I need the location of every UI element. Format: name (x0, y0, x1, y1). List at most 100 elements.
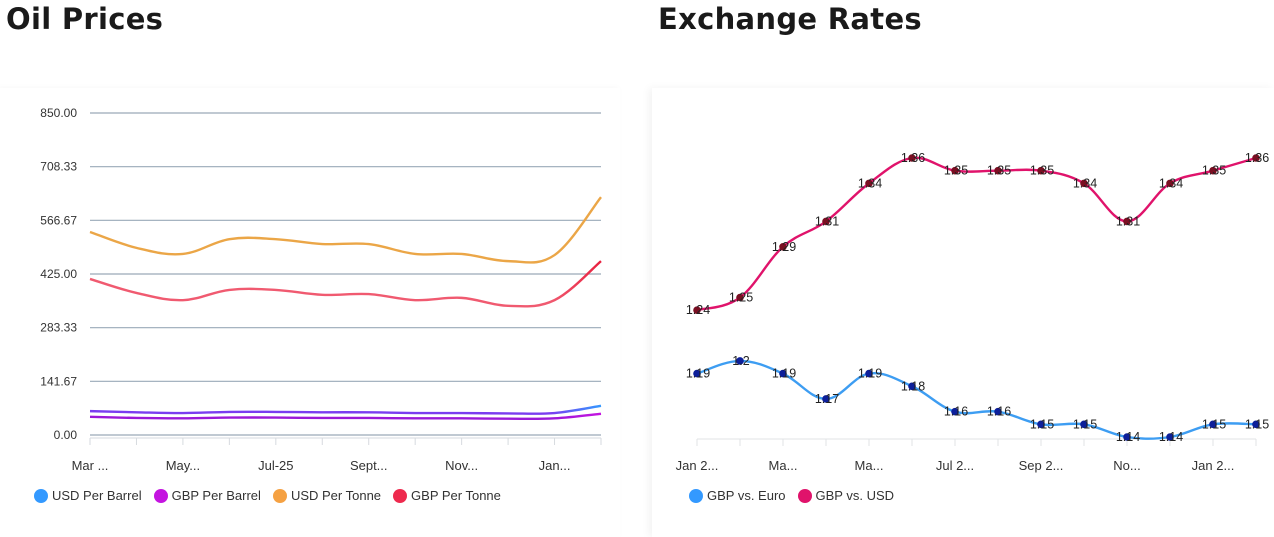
data-label: 1.35 (1030, 164, 1054, 178)
data-label: 1.31 (815, 214, 839, 228)
data-point-marker (693, 306, 701, 314)
data-point-marker (865, 369, 873, 378)
y-tick-label: 708.33 (40, 160, 77, 174)
data-label: 1.19 (858, 367, 882, 381)
data-point-marker (865, 179, 873, 188)
data-label: 1.19 (686, 367, 710, 381)
legend-dot-icon (797, 488, 812, 503)
data-point-marker (951, 166, 959, 175)
series-line-usd-per-tonne (89, 196, 602, 264)
x-tick-label: Jan... (539, 458, 571, 473)
data-label: 1.31 (1116, 214, 1140, 228)
series-line-gbp-vs-euro (696, 359, 1257, 440)
x-tick-label: Sept... (350, 458, 388, 473)
data-point-marker (822, 217, 830, 226)
legend-gbp-vs-usd[interactable]: GBP vs. USD (797, 488, 895, 503)
series-line-gbp-per-barrel (89, 412, 602, 421)
legend-label: GBP Per Barrel (171, 488, 261, 503)
data-label: 1.36 (901, 151, 925, 165)
series-line-usd-per-barrel (89, 404, 602, 415)
data-label: 1.34 (1159, 176, 1183, 190)
legend-dot-icon (689, 488, 703, 503)
data-point-marker (779, 242, 787, 251)
legend-usd-per-tonne[interactable]: USD Per Tonne (272, 488, 382, 503)
x-tick-label: Jul 2... (936, 458, 974, 473)
y-tick-label: 141.67 (40, 374, 77, 388)
exchange-rates-panel (652, 88, 1274, 537)
legend-dot-icon (272, 488, 287, 503)
data-label: 1.16 (987, 405, 1011, 419)
data-point-marker (1209, 166, 1217, 175)
data-label: 1.34 (858, 176, 882, 190)
data-label: 1.14 (1116, 430, 1140, 444)
data-label: 1.15 (1245, 417, 1269, 431)
data-point-marker (1166, 433, 1174, 441)
data-point-marker (1080, 179, 1088, 188)
data-point-marker (736, 293, 744, 302)
x-tick-label: Jan 2... (676, 458, 719, 473)
data-point-marker (736, 357, 744, 365)
data-point-marker (822, 395, 830, 403)
data-point-marker (779, 369, 787, 378)
data-point-marker (1209, 420, 1217, 429)
data-label: 1.25 (729, 291, 753, 305)
x-tick-label: Ma... (855, 458, 884, 473)
series-line-gbp-per-tonne (89, 260, 602, 308)
data-label: 1.34 (1073, 176, 1097, 190)
x-tick-label: Jul-25 (258, 458, 293, 473)
data-label: 1.35 (1202, 164, 1226, 178)
data-point-marker (908, 154, 916, 162)
y-tick-label: 850.00 (40, 106, 77, 120)
data-point-marker (994, 407, 1002, 416)
data-label: 1.35 (987, 164, 1011, 178)
oil-prices-panel (0, 88, 620, 537)
data-label: 1.2 (732, 354, 749, 368)
x-tick-label: No... (1113, 458, 1140, 473)
data-label: 1.29 (772, 240, 796, 254)
legend-usd-per-barrel[interactable]: USD Per Barrel (34, 488, 142, 503)
data-label: 1.18 (901, 379, 925, 393)
data-point-marker (994, 166, 1002, 175)
legend-gbp-vs-euro[interactable]: GBP vs. Euro (689, 488, 786, 503)
y-tick-label: 283.33 (40, 321, 77, 335)
legend-label: USD Per Tonne (290, 488, 382, 503)
legend-dot-icon (34, 488, 48, 503)
data-point-marker (693, 369, 701, 378)
x-tick-label: May... (166, 458, 200, 473)
x-tick-label: Jan 2... (1192, 458, 1235, 473)
legend-label: GBP vs. Euro (707, 488, 786, 503)
data-point-marker (1080, 420, 1088, 429)
data-point-marker (1123, 217, 1131, 226)
exchange-rates-legend: GBP vs. Euro GBP vs. USD (689, 488, 906, 503)
data-point-marker (951, 407, 959, 416)
data-label: 1.19 (772, 367, 796, 381)
y-tick-label: 425.00 (40, 267, 77, 281)
oil-legend: USD Per Barrel GBP Per Barrel USD Per To… (34, 488, 513, 503)
data-point-marker (1037, 420, 1045, 429)
y-tick-label: 0.00 (54, 428, 78, 442)
x-tick-label: Nov... (445, 458, 478, 473)
data-label: 1.15 (1202, 417, 1226, 431)
data-label: 1.14 (1159, 430, 1183, 444)
data-point-marker (1252, 154, 1260, 162)
legend-label: GBP Per Tonne (411, 488, 501, 503)
legend-dot-icon (153, 488, 168, 503)
legend-gbp-per-barrel[interactable]: GBP Per Barrel (153, 488, 261, 503)
data-label: 1.15 (1073, 417, 1097, 431)
legend-label: USD Per Barrel (52, 488, 142, 503)
legend-label: GBP vs. USD (815, 488, 895, 503)
data-point-marker (1123, 433, 1131, 441)
data-label: 1.16 (944, 405, 968, 419)
legend-dot-icon (393, 488, 408, 503)
data-point-marker (908, 382, 916, 391)
x-tick-label: Mar ... (72, 458, 109, 473)
data-label: 1.24 (686, 303, 710, 317)
data-label: 1.17 (815, 392, 839, 406)
data-point-marker (1252, 420, 1260, 429)
data-point-marker (1166, 179, 1174, 188)
data-point-marker (1037, 166, 1045, 175)
y-tick-label: 566.67 (40, 213, 77, 227)
data-label: 1.35 (944, 164, 968, 178)
legend-gbp-per-tonne[interactable]: GBP Per Tonne (393, 488, 501, 503)
